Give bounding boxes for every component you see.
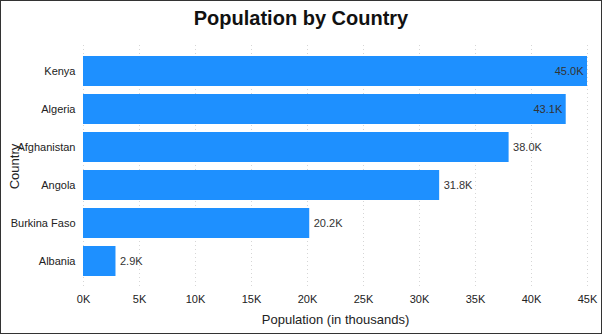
- svg-text:31.8K: 31.8K: [444, 179, 473, 191]
- svg-text:0K: 0K: [77, 293, 91, 305]
- svg-text:Albania: Albania: [39, 255, 77, 267]
- svg-text:Algeria: Algeria: [41, 103, 76, 115]
- svg-text:25K: 25K: [354, 293, 374, 305]
- html-text:Population by Country: Population by Country: [193, 7, 409, 29]
- svg-text:20K: 20K: [298, 293, 318, 305]
- svg-text:2.9K: 2.9K: [120, 255, 143, 267]
- svg-text:Kenya: Kenya: [44, 65, 76, 77]
- svg-text:5K: 5K: [133, 293, 147, 305]
- svg-text:38.0K: 38.0K: [513, 141, 542, 153]
- svg-text:20.2K: 20.2K: [314, 217, 343, 229]
- svg-text:15K: 15K: [242, 293, 262, 305]
- svg-text:43.1K: 43.1K: [533, 103, 562, 115]
- svg-text:Afghanistan: Afghanistan: [17, 141, 75, 153]
- svg-text:45K: 45K: [578, 293, 598, 305]
- svg-text:45.0K: 45.0K: [555, 65, 584, 77]
- svg-text:Burkina Faso: Burkina Faso: [11, 217, 76, 229]
- svg-text:35K: 35K: [466, 293, 486, 305]
- svg-text:Country: Country: [7, 143, 22, 189]
- svg-text:10K: 10K: [186, 293, 206, 305]
- svg-text:Population (in thousands): Population (in thousands): [262, 312, 409, 327]
- svg-text:30K: 30K: [410, 293, 430, 305]
- svg-text:Angola: Angola: [41, 179, 76, 191]
- svg-text:40K: 40K: [522, 293, 542, 305]
